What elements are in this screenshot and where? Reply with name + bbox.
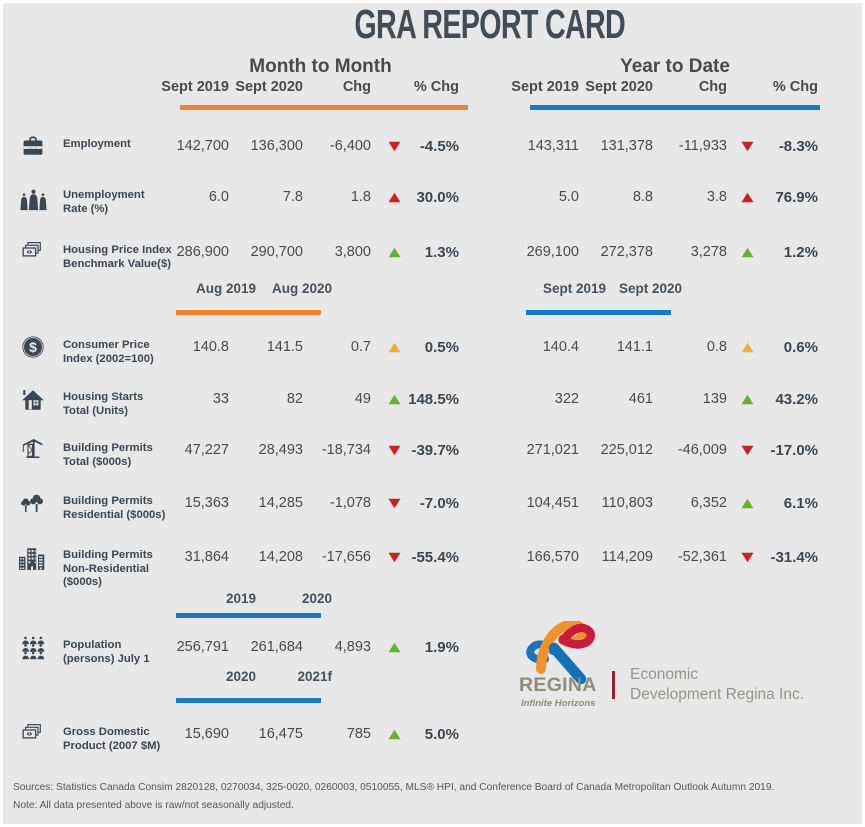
svg-text:$: $ [29, 339, 37, 355]
